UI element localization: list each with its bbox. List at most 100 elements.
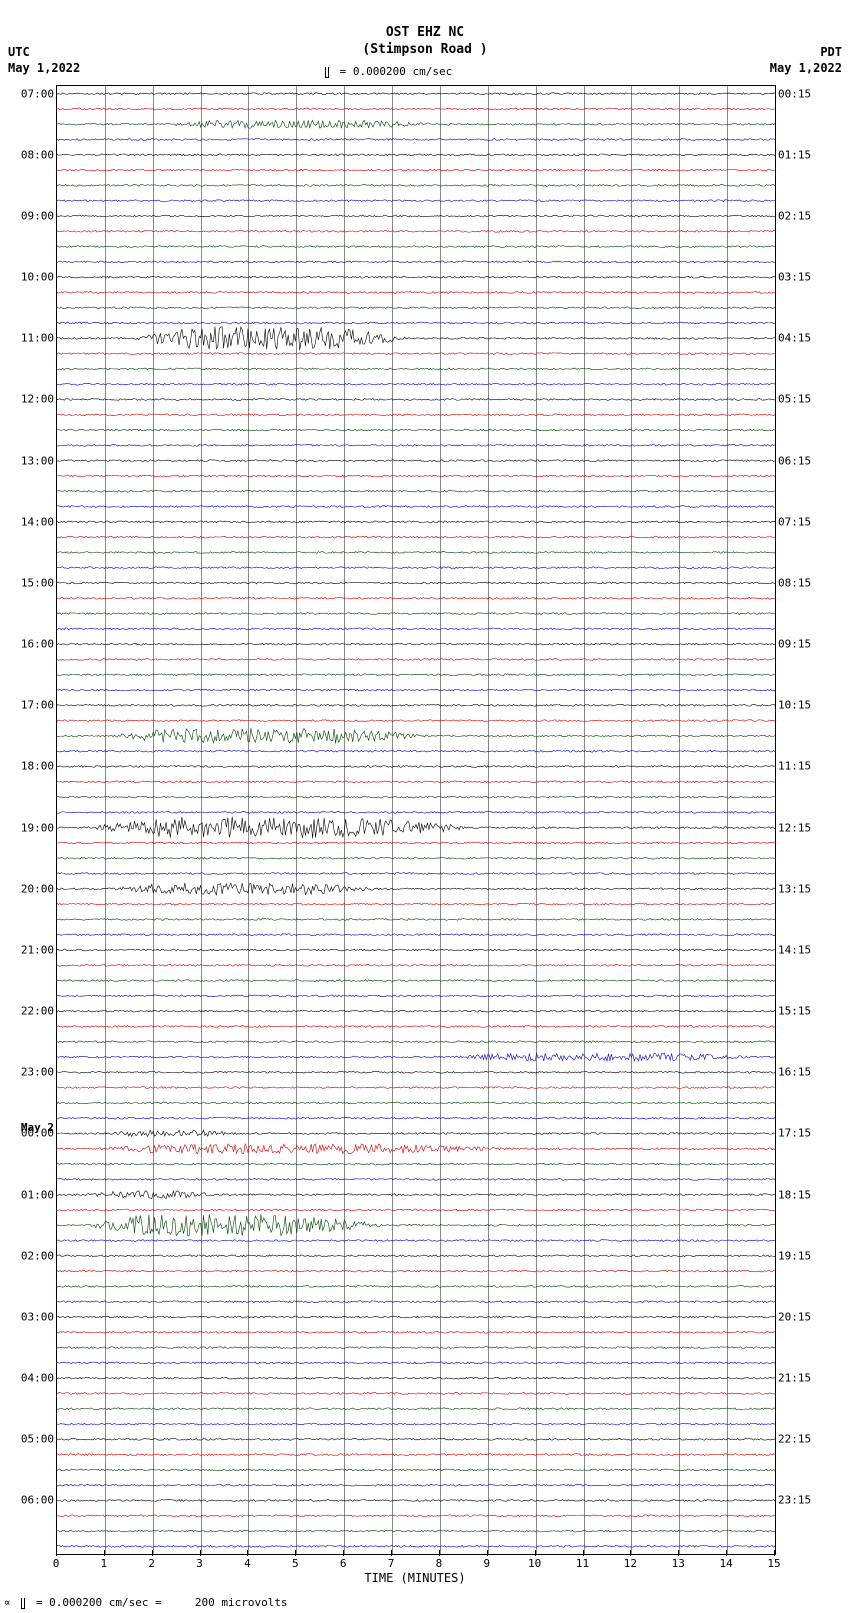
trace-line bbox=[57, 552, 775, 554]
x-tick-mark bbox=[774, 1550, 775, 1556]
trace-line bbox=[57, 154, 775, 156]
trace-line bbox=[57, 1178, 775, 1180]
x-tick-mark bbox=[247, 1550, 248, 1556]
trace-line bbox=[57, 1240, 775, 1242]
trace-line bbox=[57, 1362, 775, 1364]
seismogram-traces bbox=[57, 86, 775, 1554]
trace-line bbox=[57, 728, 775, 743]
x-tick-mark bbox=[56, 1550, 57, 1556]
time-label-right: 15:15 bbox=[778, 1005, 811, 1018]
x-tick-mark bbox=[200, 1550, 201, 1556]
x-tick-label: 2 bbox=[148, 1557, 155, 1570]
trace-line bbox=[57, 1301, 775, 1303]
time-label-right: 21:15 bbox=[778, 1372, 811, 1385]
trace-line bbox=[57, 1530, 775, 1532]
x-tick-label: 8 bbox=[436, 1557, 443, 1570]
trace-line bbox=[57, 1377, 775, 1379]
trace-line bbox=[57, 949, 775, 951]
trace-line bbox=[57, 689, 775, 691]
plot-area: 07:0000:1508:0001:1509:0002:1510:0003:15… bbox=[56, 85, 776, 1555]
trace-line bbox=[57, 536, 775, 538]
footer-bar-icon bbox=[21, 1598, 25, 1609]
trace-line bbox=[57, 919, 775, 921]
time-label-left: 13:00 bbox=[21, 454, 54, 467]
scale-bar-icon bbox=[325, 67, 329, 78]
time-label-left: 19:00 bbox=[21, 821, 54, 834]
x-tick-label: 7 bbox=[388, 1557, 395, 1570]
time-label-left: 21:00 bbox=[21, 943, 54, 956]
x-tick-mark bbox=[583, 1550, 584, 1556]
trace-line bbox=[57, 903, 775, 905]
time-label-left: 03:00 bbox=[21, 1310, 54, 1323]
time-label-right: 23:15 bbox=[778, 1494, 811, 1507]
time-label-left: 09:00 bbox=[21, 209, 54, 222]
trace-line bbox=[57, 93, 775, 95]
trace-line bbox=[57, 817, 775, 839]
x-tick-label: 15 bbox=[767, 1557, 780, 1570]
trace-line bbox=[57, 1053, 775, 1061]
tz-left: UTC May 1,2022 bbox=[8, 45, 80, 76]
trace-line bbox=[57, 883, 775, 895]
trace-line bbox=[57, 120, 775, 128]
tz-right-zone: PDT bbox=[770, 45, 842, 61]
x-tick-mark bbox=[343, 1550, 344, 1556]
trace-line bbox=[57, 261, 775, 263]
trace-line bbox=[57, 1130, 775, 1137]
x-tick-mark bbox=[726, 1550, 727, 1556]
trace-line bbox=[57, 506, 775, 508]
trace-line bbox=[57, 766, 775, 768]
time-label-right: 06:15 bbox=[778, 454, 811, 467]
trace-line bbox=[57, 246, 775, 248]
trace-line bbox=[57, 215, 775, 217]
trace-line bbox=[57, 383, 775, 385]
x-tick-label: 13 bbox=[672, 1557, 685, 1570]
time-label-left: 02:00 bbox=[21, 1249, 54, 1262]
x-axis-title: TIME (MINUTES) bbox=[364, 1571, 465, 1585]
time-label-left: 10:00 bbox=[21, 271, 54, 284]
tz-left-date: May 1,2022 bbox=[8, 61, 80, 77]
trace-line bbox=[57, 1010, 775, 1012]
trace-line bbox=[57, 429, 775, 431]
trace-line bbox=[57, 169, 775, 171]
trace-line bbox=[57, 1545, 775, 1547]
time-label-left: 22:00 bbox=[21, 1005, 54, 1018]
trace-line bbox=[57, 980, 775, 982]
trace-line bbox=[57, 1087, 775, 1089]
time-label-right: 14:15 bbox=[778, 943, 811, 956]
trace-line bbox=[57, 857, 775, 859]
x-tick-label: 3 bbox=[196, 1557, 203, 1570]
trace-line bbox=[57, 1331, 775, 1333]
trace-line bbox=[57, 1102, 775, 1104]
tz-right-date: May 1,2022 bbox=[770, 61, 842, 77]
x-tick-mark bbox=[535, 1550, 536, 1556]
trace-line bbox=[57, 1347, 775, 1349]
time-label-left: 01:00 bbox=[21, 1188, 54, 1201]
time-label-right: 04:15 bbox=[778, 332, 811, 345]
time-label-left: 15:00 bbox=[21, 576, 54, 589]
trace-line bbox=[57, 1209, 775, 1211]
time-label-right: 16:15 bbox=[778, 1066, 811, 1079]
trace-line bbox=[57, 628, 775, 630]
time-label-left: 11:00 bbox=[21, 332, 54, 345]
x-tick-label: 4 bbox=[244, 1557, 251, 1570]
trace-line bbox=[57, 1316, 775, 1318]
trace-line bbox=[57, 934, 775, 936]
tz-left-zone: UTC bbox=[8, 45, 80, 61]
x-tick-label: 6 bbox=[340, 1557, 347, 1570]
trace-line bbox=[57, 1500, 775, 1502]
trace-line bbox=[57, 720, 775, 722]
x-tick-label: 10 bbox=[528, 1557, 541, 1570]
trace-line bbox=[57, 490, 775, 492]
trace-line bbox=[57, 414, 775, 416]
trace-line bbox=[57, 444, 775, 446]
trace-line bbox=[57, 399, 775, 401]
trace-line bbox=[57, 475, 775, 477]
time-label-right: 22:15 bbox=[778, 1433, 811, 1446]
time-label-right: 05:15 bbox=[778, 393, 811, 406]
trace-line bbox=[57, 1163, 775, 1165]
trace-line bbox=[57, 1423, 775, 1425]
trace-line bbox=[57, 1408, 775, 1410]
time-label-right: 00:15 bbox=[778, 87, 811, 100]
trace-line bbox=[57, 139, 775, 141]
seismogram-container: OST EHZ NC (Stimpson Road ) UTC May 1,20… bbox=[0, 0, 850, 1613]
